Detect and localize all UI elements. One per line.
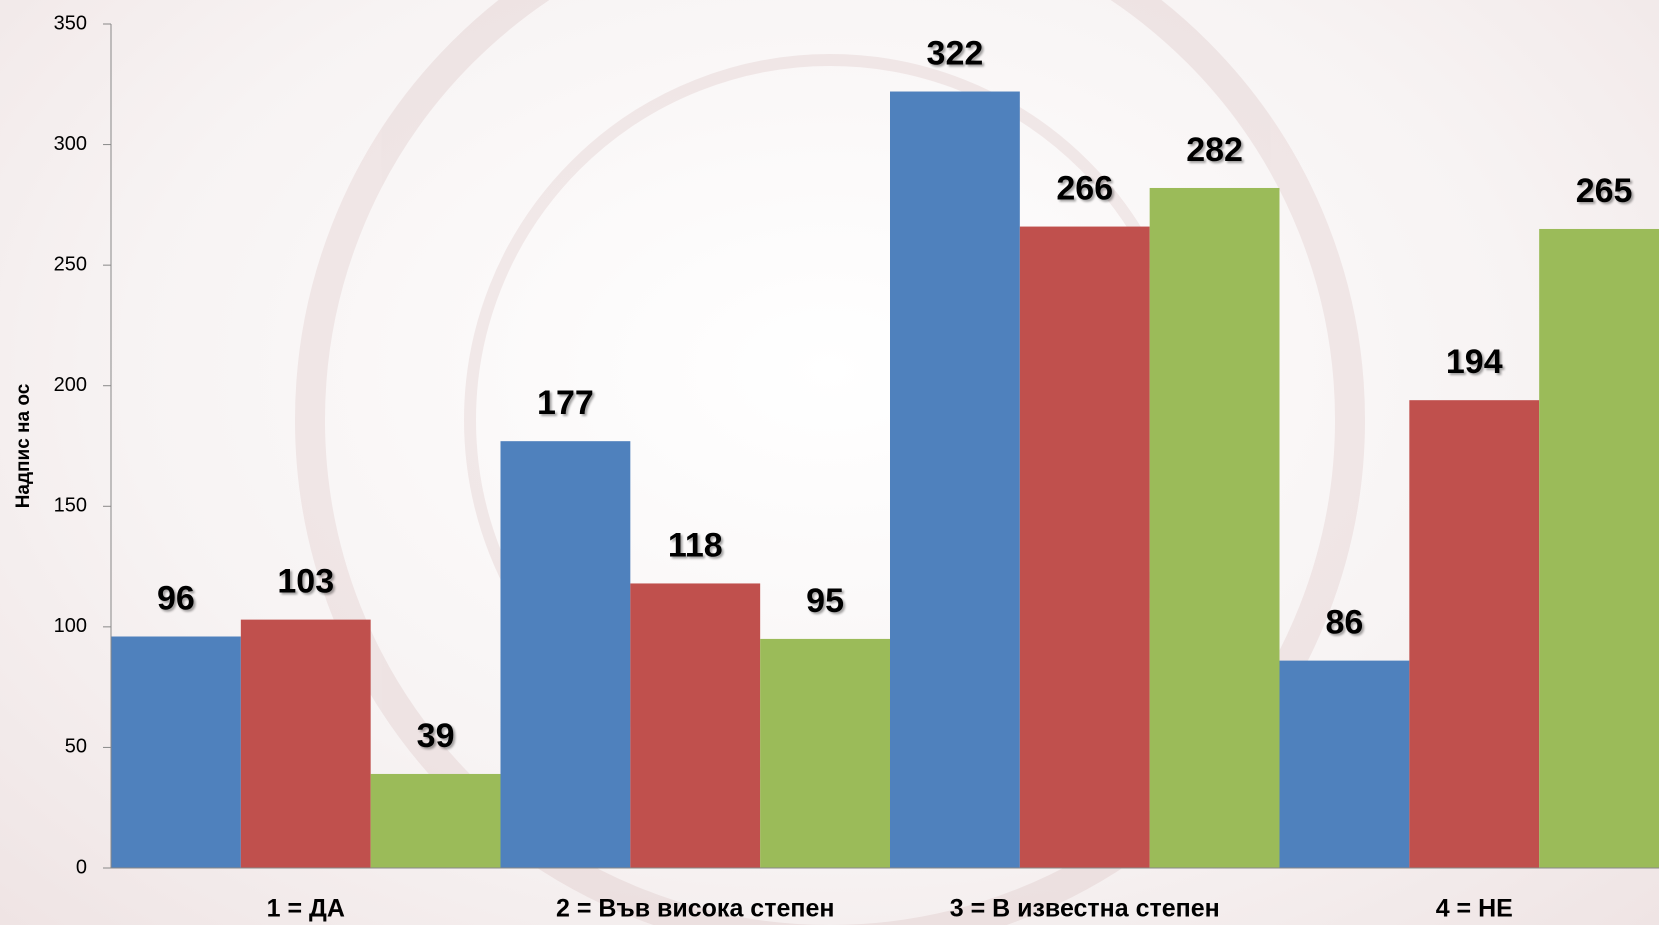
value-label: 266	[1056, 170, 1113, 208]
bar	[500, 441, 631, 868]
x-tick-label: 3 = В известна степен	[950, 895, 1220, 923]
y-axis-title: Надпис на ос	[13, 383, 34, 508]
bar	[1539, 228, 1659, 868]
y-tick-label: 350	[54, 12, 87, 34]
bar	[760, 638, 890, 868]
x-tick-label: 4 = НЕ	[1436, 895, 1513, 923]
bar	[1149, 187, 1280, 868]
y-tick-label: 0	[76, 856, 87, 878]
bar	[370, 773, 501, 868]
value-label: 282	[1186, 131, 1243, 169]
value-label: 194	[1446, 343, 1503, 381]
value-label: 96	[157, 579, 195, 617]
bar	[890, 91, 1020, 868]
value-label: 322	[927, 35, 984, 73]
y-tick-label: 200	[54, 374, 87, 396]
y-tick-label: 250	[54, 253, 87, 275]
value-label: 265	[1576, 172, 1633, 210]
bar	[1279, 660, 1410, 868]
value-label: 39	[417, 717, 455, 755]
value-label: 86	[1326, 604, 1364, 642]
y-tick-label: 50	[65, 736, 87, 758]
y-tick-label: 300	[54, 133, 87, 155]
bar	[1019, 226, 1150, 868]
value-label: 95	[806, 582, 844, 620]
value-label: 118	[668, 526, 723, 564]
y-tick-label: 100	[54, 615, 87, 637]
bar	[630, 583, 761, 868]
x-tick-label: 1 = ДА	[267, 895, 345, 923]
bar	[240, 619, 371, 868]
value-label: 177	[537, 384, 594, 422]
value-label: 103	[277, 563, 334, 601]
y-tick-label: 150	[54, 495, 87, 517]
bar	[111, 636, 241, 868]
x-tick-label: 2 = Във висока степен	[556, 895, 834, 923]
bar	[1409, 400, 1540, 868]
